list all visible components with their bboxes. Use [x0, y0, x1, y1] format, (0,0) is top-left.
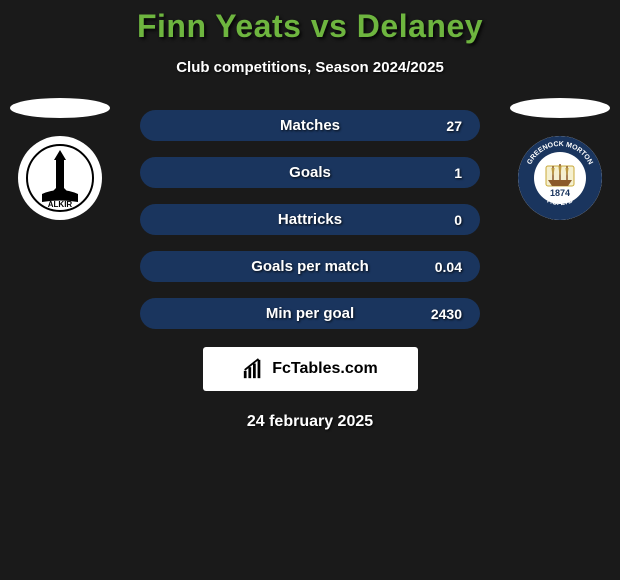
player-badge-right: GREENOCK MORTON F.C. LTD	[510, 98, 610, 220]
stat-pill: Goals per match 0.04	[140, 251, 480, 282]
svg-text:ALKIR: ALKIR	[48, 200, 73, 209]
morton-crest-icon: GREENOCK MORTON F.C. LTD	[518, 136, 602, 220]
club-crest-right: GREENOCK MORTON F.C. LTD	[518, 136, 602, 220]
stat-label: Goals	[289, 164, 331, 181]
subtitle: Club competitions, Season 2024/2025	[0, 59, 620, 76]
chart-icon	[242, 358, 264, 380]
stat-label: Min per goal	[266, 305, 354, 322]
stat-label: Hattricks	[278, 211, 342, 228]
crest-year: 1874	[550, 188, 570, 198]
stat-label: Goals per match	[251, 258, 369, 275]
comparison-card: Finn Yeats vs Delaney Club competitions,…	[0, 0, 620, 431]
club-crest-left: ALKIR	[18, 136, 102, 220]
stats-area: ALKIR GREENOCK MORTON	[0, 110, 620, 431]
stat-value-right: 27	[446, 118, 462, 134]
stat-pill: Matches 27	[140, 110, 480, 141]
stat-value-right: 0.04	[435, 259, 462, 275]
fctables-logo[interactable]: FcTables.com	[203, 347, 418, 391]
stat-value-right: 0	[454, 212, 462, 228]
stat-label: Matches	[280, 117, 340, 134]
stat-pill: Min per goal 2430	[140, 298, 480, 329]
stat-pill: Hattricks 0	[140, 204, 480, 235]
stat-row: Goals per match 0.04	[0, 251, 620, 282]
player-badge-left: ALKIR	[10, 98, 110, 220]
falkirk-crest-icon: ALKIR	[26, 144, 94, 212]
stat-pill: Goals 1	[140, 157, 480, 188]
stat-value-right: 1	[454, 165, 462, 181]
comparison-date: 24 february 2025	[0, 413, 620, 431]
stat-value-right: 2430	[431, 306, 462, 322]
page-title: Finn Yeats vs Delaney	[0, 8, 620, 45]
stat-row: Min per goal 2430	[0, 298, 620, 329]
ellipse-shadow-right	[510, 98, 610, 118]
ellipse-shadow-left	[10, 98, 110, 118]
logo-text: FcTables.com	[272, 360, 378, 378]
